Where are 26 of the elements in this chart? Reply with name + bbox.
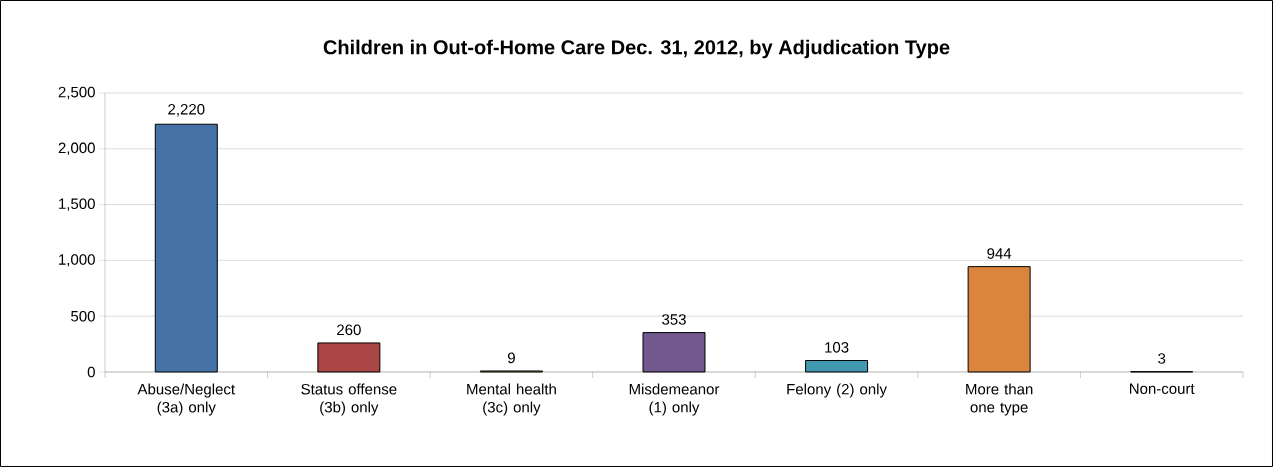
bar [967, 266, 1031, 373]
data-label: 353 [662, 314, 686, 325]
y-tick-label: 2,000 [58, 142, 95, 155]
y-tick-label: 1,000 [59, 254, 95, 267]
x-tick-label: Mental health (3c) only [467, 383, 556, 416]
bar [805, 359, 869, 373]
bar [317, 342, 381, 373]
data-label: 3 [1158, 353, 1166, 364]
x-tick-label: Abuse/Neglect (3a) only [137, 383, 235, 416]
data-label: 2,220 [168, 104, 205, 117]
data-label: 944 [987, 248, 1012, 259]
x-tick-label: Non-court [1130, 383, 1195, 394]
chart-title: Children in Out-of-Home Care Dec. 31, 2012, by Adjudication Type [323, 39, 950, 59]
data-label: 9 [507, 352, 515, 364]
bar [642, 332, 706, 373]
x-tick-label: Status offense (3b) only [301, 383, 397, 416]
data-label: 103 [825, 342, 849, 353]
y-tick-label: 500 [71, 310, 95, 322]
x-tick-label: More than one type [966, 383, 1033, 416]
y-tick-label: 1,500 [59, 198, 95, 211]
y-tick-label: 2,500 [58, 86, 95, 100]
x-tick-label: Felony (2) only [787, 383, 887, 398]
bar [154, 123, 218, 373]
x-tick-label: Misdemeanor (1) only [629, 383, 720, 416]
data-label: 260 [337, 324, 361, 336]
y-tick-label: 0 [87, 366, 95, 378]
